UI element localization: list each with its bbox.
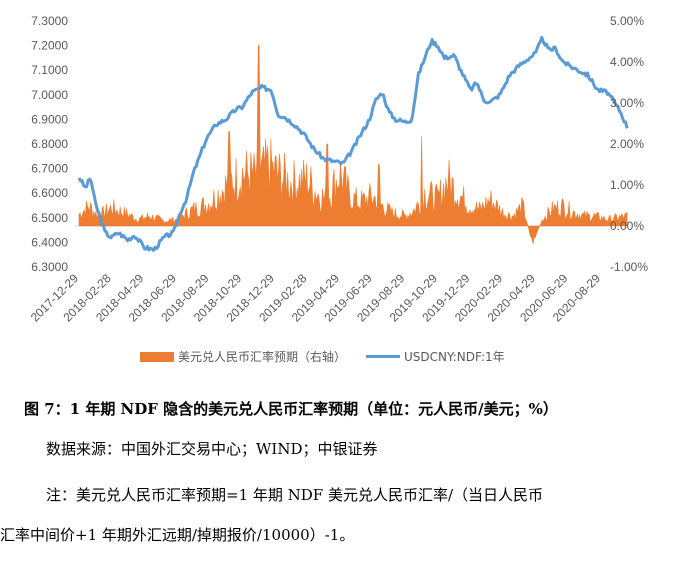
left-tick-label: 6.7000	[31, 162, 68, 176]
left-tick-label: 6.3000	[31, 260, 68, 274]
left-tick-label: 7.1000	[31, 63, 68, 77]
ndf-line-series	[77, 35, 629, 252]
left-tick-label: 7.3000	[31, 14, 68, 28]
left-axis-ticks: 6.3000 6.4000 6.5000 6.6000 6.7000 6.8000 6.90…	[31, 14, 68, 274]
data-source: 数据来源：中国外汇交易中心；WIND；中银证券	[46, 440, 378, 458]
figure-title: 图 7：1 年期 NDF 隐含的美元兑人民币汇率预期（单位：元人民币/美元；%）	[24, 400, 558, 418]
chart-legend: 美元兑人民币汇率预期（右轴） USDCNY:NDF:1年	[140, 348, 505, 365]
expectation-area-series	[78, 45, 628, 244]
left-tick-label: 7.2000	[31, 39, 68, 53]
note-line-1: 注：美元兑人民币汇率预期=1 年期 NDF 美元兑人民币汇率/（当日人民币	[46, 486, 544, 504]
right-tick-label: 5.00%	[610, 14, 644, 28]
right-tick-label: -1.00%	[610, 260, 648, 274]
legend-area-label: 美元兑人民币汇率预期（右轴）	[178, 350, 347, 364]
right-tick-label: 4.00%	[610, 55, 644, 69]
left-tick-label: 6.5000	[31, 211, 68, 225]
legend-line-swatch	[366, 355, 401, 358]
legend-line-label: USDCNY:NDF:1年	[404, 350, 505, 364]
expectation-area	[78, 45, 628, 244]
right-axis-ticks: -1.00% 0.00% 1.00% 2.00% 3.00% 4.00% 5.00%	[610, 14, 648, 274]
right-tick-label: 3.00%	[610, 96, 644, 110]
left-tick-label: 6.4000	[31, 235, 68, 249]
ndf-chart: 6.3000 6.4000 6.5000 6.6000 6.7000 6.8000 6.90…	[28, 14, 649, 325]
left-tick-label: 6.8000	[31, 137, 68, 151]
left-tick-label: 7.0000	[31, 88, 68, 102]
ndf-line	[77, 35, 629, 252]
x-axis-ticks: 2017-12-292018-02-282018-04-292018-06-29…	[28, 271, 604, 325]
right-tick-label: 1.00%	[610, 178, 644, 192]
left-tick-label: 6.6000	[31, 186, 68, 200]
right-tick-label: 2.00%	[610, 137, 644, 151]
left-tick-label: 6.9000	[31, 112, 68, 126]
note-line-2: 汇率中间价+1 年期外汇远期/掉期报价/10000）-1。	[0, 526, 355, 544]
right-tick-label: 0.00%	[610, 219, 644, 233]
legend-area-swatch	[140, 351, 174, 362]
